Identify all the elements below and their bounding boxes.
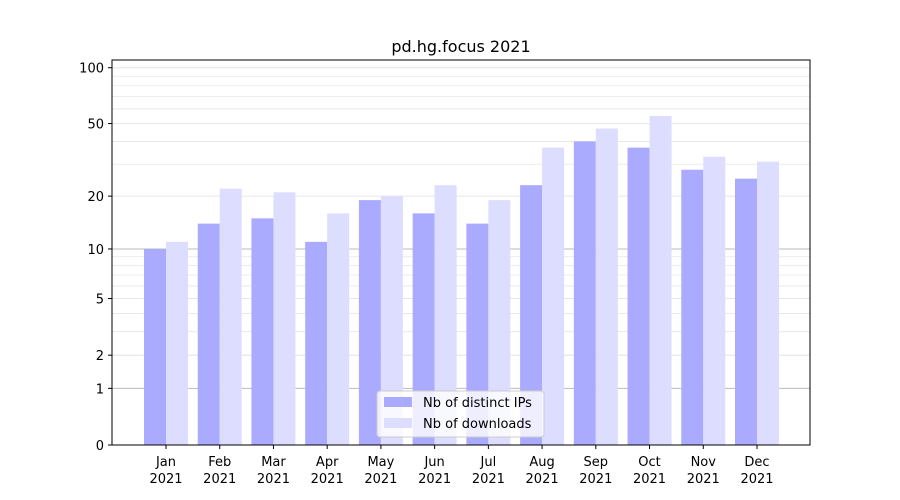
y-tick-label: 5 — [96, 293, 104, 308]
bar-downloads-jul — [488, 200, 511, 445]
bar-downloads-jun — [434, 185, 457, 445]
bar-distinct-ips-jul — [466, 223, 489, 445]
y-tick-label: 1 — [96, 382, 104, 397]
legend-box — [376, 390, 545, 438]
x-tick-label-month: Jul — [480, 455, 497, 470]
x-tick-label-year: 2021 — [579, 472, 612, 487]
x-tick-label-month: Mar — [261, 455, 286, 470]
x-axis: Jan 2021 Feb 2021 Mar 2021 Apr 2021 May 2021 Jun 20… — [149, 445, 774, 487]
y-tick-label: 50 — [87, 118, 104, 133]
bar-downloads-may — [380, 196, 403, 445]
y-tick-label: 2 — [96, 349, 104, 364]
x-tick-label-year: 2021 — [633, 472, 666, 487]
y-tick-label: 0 — [96, 439, 104, 454]
x-tick-label-month: Nov — [691, 455, 717, 470]
x-tick-label-year: 2021 — [526, 472, 559, 487]
y-tick-label: 100 — [79, 62, 104, 77]
bar-distinct-ips-feb — [197, 223, 220, 445]
bar-distinct-ips-sep — [573, 141, 596, 446]
legend-label: Nb of distinct IPs — [423, 396, 532, 411]
x-tick-label-year: 2021 — [203, 472, 236, 487]
x-tick-label-year: 2021 — [257, 472, 290, 487]
chart-title: pd.hg.focus 2021 — [391, 37, 530, 56]
x-tick-label-year: 2021 — [149, 472, 182, 487]
bar-distinct-ips-oct — [627, 147, 650, 445]
bar-downloads-sep — [595, 128, 618, 445]
bar-distinct-ips-jun — [412, 213, 435, 445]
x-tick-label-year: 2021 — [687, 472, 720, 487]
bar-downloads-apr — [327, 213, 350, 445]
bar-distinct-ips-may — [358, 200, 381, 445]
bar-downloads-dec — [757, 161, 779, 445]
bar-distinct-ips-dec — [735, 178, 757, 445]
legend-label: Nb of downloads — [423, 417, 532, 432]
legend-swatch — [384, 397, 412, 407]
x-tick-label-year: 2021 — [472, 472, 505, 487]
bar-downloads-feb — [219, 188, 242, 445]
x-tick-label-year: 2021 — [364, 472, 397, 487]
bar-downloads-aug — [542, 147, 565, 445]
bar-downloads-jan — [166, 241, 188, 445]
x-tick-label-month: May — [367, 455, 394, 470]
x-tick-label-month: Aug — [529, 455, 554, 470]
x-tick-label-month: Sep — [584, 455, 609, 470]
bar-distinct-ips-nov — [681, 169, 704, 445]
y-tick-label: 10 — [87, 243, 104, 258]
plot-frame — [111, 59, 811, 446]
bar-downloads-nov — [703, 156, 726, 446]
y-axis: 0 1 2 5 10 20 50 100 — [79, 62, 112, 454]
legend-swatch — [384, 418, 412, 428]
bar-downloads-mar — [273, 192, 296, 445]
x-tick-label-year: 2021 — [311, 472, 344, 487]
bars — [144, 115, 779, 446]
bar-distinct-ips-jan — [144, 248, 166, 445]
x-tick-label-month: Jan — [155, 455, 176, 470]
bar-distinct-ips-mar — [251, 218, 274, 445]
bar-distinct-ips-aug — [520, 185, 543, 445]
x-tick-label-month: Dec — [744, 455, 769, 470]
x-tick-label-year: 2021 — [740, 472, 773, 487]
x-tick-label-month: Apr — [316, 455, 339, 470]
legend: Nb of distinct IPs Nb of downloads — [376, 390, 545, 438]
bar-downloads-oct — [649, 115, 672, 445]
y-tick-label: 20 — [87, 190, 104, 205]
x-tick-label-month: Jun — [423, 455, 444, 470]
bar-distinct-ips-apr — [305, 241, 328, 445]
x-tick-label-month: Feb — [208, 455, 231, 470]
x-tick-label-month: Oct — [638, 455, 660, 470]
x-tick-label-year: 2021 — [418, 472, 451, 487]
